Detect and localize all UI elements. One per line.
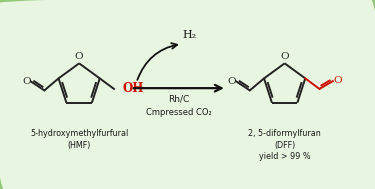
Text: OH: OH: [122, 82, 144, 95]
Text: O: O: [333, 76, 342, 85]
Text: (DFF): (DFF): [274, 141, 295, 150]
Text: H₂: H₂: [182, 30, 196, 40]
Text: O: O: [280, 52, 289, 61]
Text: (HMF): (HMF): [68, 141, 91, 150]
FancyArrowPatch shape: [137, 43, 177, 80]
Text: Cmpressed CO₂: Cmpressed CO₂: [146, 108, 211, 117]
Text: 5-hydroxymethylfurfural: 5-hydroxymethylfurfural: [30, 129, 128, 138]
Text: O: O: [22, 77, 31, 85]
Text: O: O: [75, 52, 84, 61]
Text: O: O: [228, 77, 236, 85]
Text: yield > 99 %: yield > 99 %: [259, 152, 310, 161]
Text: Rh/C: Rh/C: [168, 95, 189, 104]
Text: 2, 5-diformylfuran: 2, 5-diformylfuran: [248, 129, 321, 138]
